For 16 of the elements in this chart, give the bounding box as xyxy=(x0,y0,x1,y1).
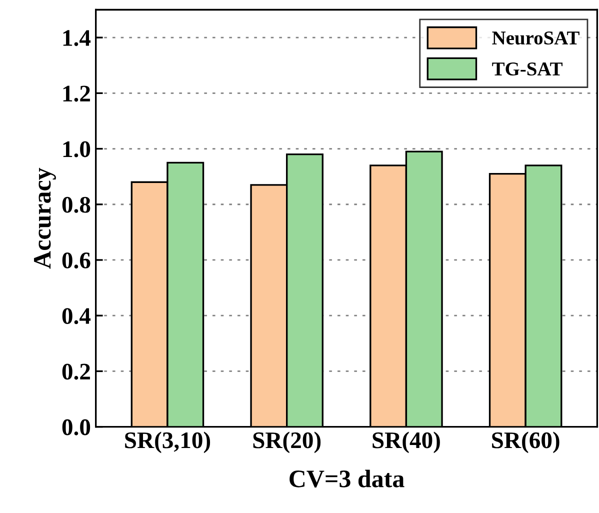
y-tick-label: 0.4 xyxy=(62,308,91,324)
x-axis-title: CV=3 data xyxy=(290,470,404,488)
y-axis-title: Accuracy xyxy=(34,168,56,269)
x-tick-label: SR(40) xyxy=(372,432,440,454)
y-tick-label: 0.6 xyxy=(62,252,90,269)
y-tick-label: 1.0 xyxy=(63,141,90,158)
y-tick-label: 1.4 xyxy=(63,30,91,46)
x-tick-label: SR(20) xyxy=(253,432,321,454)
legend-label: TG-SAT xyxy=(492,62,562,76)
y-tick-label: 0.8 xyxy=(62,196,90,213)
y-tick-label: 0.2 xyxy=(62,364,90,380)
x-tick-label: SR(3,10) xyxy=(125,432,210,454)
y-tick-label: 0.0 xyxy=(62,419,90,436)
legend-label: NeuroSAT xyxy=(492,31,580,45)
y-tick-label: 1.2 xyxy=(63,86,90,102)
x-tick-label: SR(60) xyxy=(492,432,560,454)
